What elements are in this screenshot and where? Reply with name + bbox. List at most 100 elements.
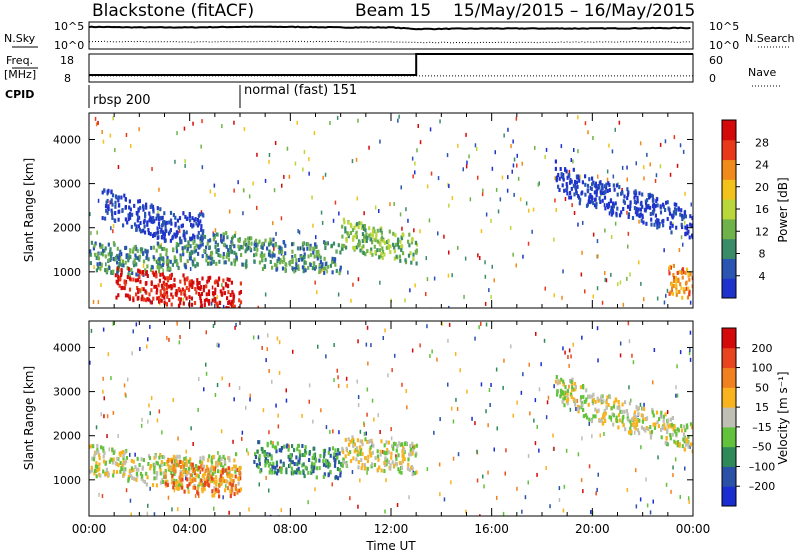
velocity-feature-2 xyxy=(322,459,325,464)
velocity-feature-4 xyxy=(649,435,652,440)
velocity-feature-4 xyxy=(629,419,632,424)
power-speckle xyxy=(321,220,324,225)
power-feature-2 xyxy=(181,223,184,228)
power-feature-0 xyxy=(173,259,176,264)
power-feature-0 xyxy=(247,236,250,241)
power-speckle xyxy=(110,226,112,231)
velocity-feature-2 xyxy=(276,441,279,446)
velocity-speckle xyxy=(150,396,153,401)
power-feature-0 xyxy=(323,270,326,275)
velocity-speckle xyxy=(676,393,679,398)
power-feature-3 xyxy=(349,231,353,235)
power-speckle xyxy=(419,140,422,145)
power-speckle xyxy=(264,178,267,183)
velocity-feature-4 xyxy=(617,400,620,404)
velocity-feature-4 xyxy=(635,405,638,409)
power-feature-2 xyxy=(175,230,178,235)
velocity-feature-0 xyxy=(137,467,140,472)
power-feature-0 xyxy=(142,251,145,256)
power-feature-0 xyxy=(168,266,171,271)
velocity-feature-4 xyxy=(622,423,625,427)
velocity-feature-0 xyxy=(222,465,225,470)
power-speckle xyxy=(379,139,381,144)
velocity-feature-2 xyxy=(259,469,262,474)
power-feature-1 xyxy=(146,297,149,302)
power-speckle xyxy=(592,136,594,140)
power-feature-3 xyxy=(387,238,390,243)
velocity-feature-0 xyxy=(226,479,229,484)
velocity-feature-1 xyxy=(171,473,174,478)
velocity-feature-0 xyxy=(117,463,120,468)
power-speckle xyxy=(581,250,583,255)
power-feature-3 xyxy=(357,225,360,230)
power-feature-0 xyxy=(241,262,244,267)
velocity-feature-1 xyxy=(179,478,182,483)
velocity-feature-4 xyxy=(556,381,559,386)
power-speckle xyxy=(200,210,203,215)
velocity-feature-4 xyxy=(630,423,633,427)
power-feature-1 xyxy=(182,301,185,306)
velocity-feature-0 xyxy=(104,471,107,476)
velocity-feature-0 xyxy=(94,464,97,469)
power-feature-0 xyxy=(329,263,332,268)
power-feature-2 xyxy=(199,212,202,217)
power-feature-2 xyxy=(159,215,162,220)
power-feature-2 xyxy=(128,212,132,216)
velocity-speckle xyxy=(277,413,279,418)
power-feature-4 xyxy=(569,191,572,195)
power-speckle xyxy=(112,229,114,234)
velocity-xtick-label: 04:00 xyxy=(172,522,207,536)
velocity-colorbar-tick-label: 15 xyxy=(755,401,769,414)
velocity-feature-1 xyxy=(181,477,184,482)
velocity-feature-4 xyxy=(678,442,681,447)
power-speckle xyxy=(604,277,606,282)
power-feature-0 xyxy=(188,256,192,261)
power-feature-4 xyxy=(689,222,692,227)
velocity-speckle xyxy=(278,370,281,375)
velocity-speckle xyxy=(147,419,149,424)
power-speckle xyxy=(158,225,161,229)
power-feature-1 xyxy=(216,283,220,287)
power-feature-0 xyxy=(255,252,258,257)
power-feature-1 xyxy=(170,274,173,279)
velocity-feature-0 xyxy=(189,457,192,462)
power-feature-0 xyxy=(227,253,230,257)
velocity-speckle xyxy=(657,455,659,460)
velocity-feature-0 xyxy=(104,461,107,466)
power-feature-0 xyxy=(175,245,178,250)
power-speckle xyxy=(97,120,99,125)
velocity-speckle xyxy=(366,325,369,330)
velocity-feature-4 xyxy=(650,432,653,437)
velocity-feature-0 xyxy=(102,454,105,459)
power-feature-0 xyxy=(263,264,267,269)
velocity-feature-4 xyxy=(635,415,638,420)
velocity-speckle xyxy=(405,389,407,394)
velocity-speckle xyxy=(125,488,128,493)
velocity-feature-4 xyxy=(574,402,577,407)
velocity-feature-0 xyxy=(142,458,145,462)
power-feature-4 xyxy=(563,188,566,193)
freq-unit: [MHz] xyxy=(4,68,36,81)
velocity-feature-0 xyxy=(166,462,169,467)
velocity-speckle xyxy=(112,321,114,326)
power-frame xyxy=(88,112,694,309)
velocity-feature-3 xyxy=(352,443,355,448)
power-feature-4 xyxy=(579,197,582,202)
power-speckle xyxy=(299,246,301,251)
velocity-feature-0 xyxy=(107,472,110,477)
power-feature-0 xyxy=(309,243,312,248)
velocity-ytick-label: 1000 xyxy=(53,474,81,487)
velocity-speckle xyxy=(485,409,487,414)
power-feature-4 xyxy=(618,185,621,190)
power-feature-5 xyxy=(672,284,675,288)
velocity-feature-2 xyxy=(288,457,291,462)
power-colorbar-segment xyxy=(722,218,736,240)
velocity-feature-4 xyxy=(570,392,573,397)
velocity-feature-1 xyxy=(239,487,243,492)
power-feature-4 xyxy=(688,235,691,240)
velocity-feature-0 xyxy=(179,483,182,488)
velocity-feature-3 xyxy=(355,446,359,451)
power-feature-2 xyxy=(162,220,165,225)
velocity-feature-4 xyxy=(597,408,600,413)
velocity-feature-3 xyxy=(407,462,410,467)
